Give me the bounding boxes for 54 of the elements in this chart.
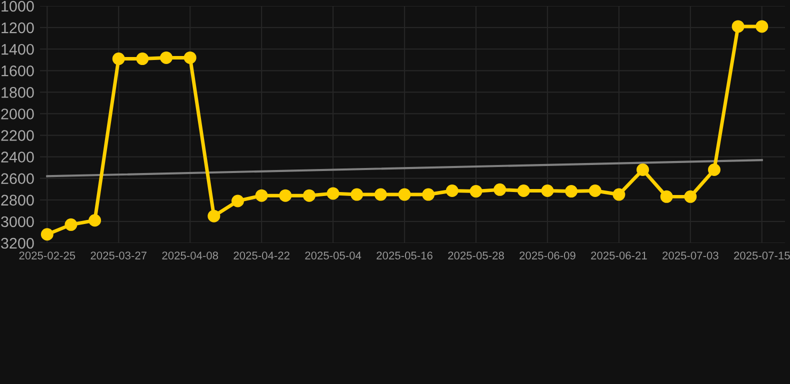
point bbox=[541, 184, 554, 198]
x-tick-label: 2025-05-04 bbox=[305, 252, 362, 260]
point bbox=[64, 218, 78, 231]
point bbox=[398, 188, 411, 201]
point bbox=[660, 190, 673, 203]
point bbox=[208, 210, 220, 222]
point bbox=[374, 188, 387, 201]
y-tick-label: 2200 bbox=[1, 130, 34, 141]
point bbox=[279, 189, 292, 202]
y-tick-label: 2600 bbox=[1, 173, 34, 184]
point bbox=[470, 185, 482, 198]
point bbox=[302, 189, 316, 202]
point bbox=[160, 51, 173, 64]
point bbox=[494, 183, 506, 196]
point bbox=[422, 188, 435, 201]
point bbox=[684, 190, 697, 203]
point bbox=[446, 184, 458, 198]
x-tick-label: 2025-04-22 bbox=[234, 252, 290, 260]
y-tick-label: 2400 bbox=[1, 152, 34, 163]
y-tick-label: 1400 bbox=[2, 44, 34, 55]
y-tick-label: 1000 bbox=[2, 0, 34, 12]
point bbox=[612, 188, 626, 201]
x-tick-label: 2025-06-21 bbox=[591, 252, 647, 260]
point bbox=[184, 51, 196, 64]
x-tick-label: 2025-05-28 bbox=[448, 252, 504, 260]
x-tick-label: 2025-06-09 bbox=[520, 252, 576, 260]
y-tick-label: 2800 bbox=[1, 194, 34, 206]
point bbox=[708, 163, 720, 176]
point bbox=[588, 184, 602, 198]
point bbox=[326, 187, 340, 200]
x-tick-label: 2025-03-27 bbox=[90, 252, 146, 260]
x-tick-label: 2025-04-08 bbox=[162, 252, 218, 260]
y-tick-label: 2000 bbox=[1, 108, 34, 120]
point bbox=[136, 52, 149, 66]
point bbox=[231, 194, 244, 208]
point bbox=[112, 52, 125, 66]
x-tick-label: 2025-07-15 bbox=[734, 252, 790, 260]
y-tick-label: 1200 bbox=[2, 22, 34, 34]
point bbox=[756, 20, 768, 33]
x-tick-label: 2025-07-03 bbox=[662, 252, 718, 260]
x-tick-label: 2025-02-25 bbox=[19, 252, 76, 260]
point bbox=[636, 163, 650, 176]
point bbox=[350, 188, 364, 201]
point bbox=[732, 20, 744, 33]
y-tick-label: 1800 bbox=[2, 87, 34, 98]
point bbox=[40, 228, 54, 241]
point bbox=[255, 189, 268, 202]
y-tick-label: 3000 bbox=[1, 216, 34, 228]
y-tick-label: 3200 bbox=[1, 238, 34, 249]
point bbox=[88, 214, 102, 227]
y-tick-label: 1600 bbox=[2, 66, 34, 76]
x-tick-label: 2025-05-16 bbox=[376, 252, 432, 260]
point bbox=[565, 185, 578, 198]
point bbox=[517, 184, 530, 198]
